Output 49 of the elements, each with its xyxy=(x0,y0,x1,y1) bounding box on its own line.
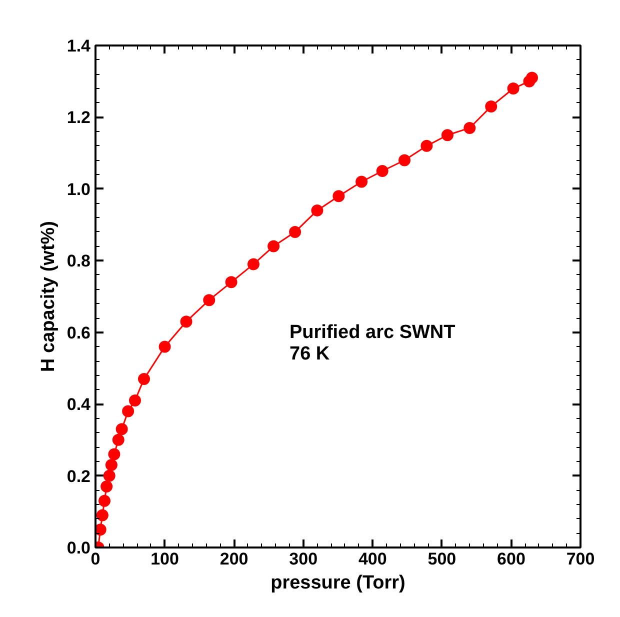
point xyxy=(441,129,454,142)
y-axis-title: H capacity (wt%) xyxy=(38,221,59,372)
x-tick-label: 300 xyxy=(289,550,318,568)
y-tick-label: 0.0 xyxy=(66,538,91,558)
point xyxy=(180,316,192,328)
point xyxy=(247,258,260,270)
y-tick-label: 1.2 xyxy=(66,108,91,128)
x-tick-label: 0 xyxy=(90,550,100,568)
point xyxy=(203,294,216,306)
point xyxy=(138,372,150,385)
annotation: Purified arc SWNT 76 K xyxy=(290,322,456,364)
point xyxy=(526,72,538,84)
x-axis-title: pressure (Torr) xyxy=(270,572,406,594)
point xyxy=(420,140,433,152)
point xyxy=(96,509,108,522)
x-tick-label: 100 xyxy=(150,550,179,568)
point xyxy=(268,240,280,252)
point xyxy=(96,524,106,536)
y-tick-label: 0.8 xyxy=(66,252,91,271)
x-tick-label: 400 xyxy=(358,550,387,568)
point xyxy=(507,82,520,95)
point xyxy=(225,276,238,288)
point xyxy=(376,165,388,177)
point xyxy=(116,423,128,436)
point xyxy=(122,405,134,418)
point xyxy=(103,470,116,482)
x-tick-label: 600 xyxy=(497,550,526,568)
point xyxy=(311,204,324,216)
point xyxy=(100,480,113,493)
point xyxy=(128,394,141,406)
point xyxy=(112,434,124,446)
point xyxy=(105,459,118,472)
point xyxy=(289,226,302,238)
point xyxy=(356,176,368,188)
point xyxy=(158,340,171,353)
y-tick-label: 1.4 xyxy=(66,36,92,56)
y-tick-label: 0.2 xyxy=(66,466,91,486)
y-tick-label: 0.4 xyxy=(66,395,92,414)
x-tick-label: 500 xyxy=(428,550,456,568)
point xyxy=(98,494,111,507)
point xyxy=(108,448,120,460)
x-tick-label: 200 xyxy=(220,550,248,568)
point xyxy=(398,154,411,166)
point xyxy=(485,100,498,112)
point xyxy=(464,122,476,134)
y-tick-label: 0.6 xyxy=(66,323,91,342)
x-tick-label: 700 xyxy=(566,550,595,568)
point xyxy=(332,190,345,202)
y-tick-label: 1.0 xyxy=(66,180,91,199)
